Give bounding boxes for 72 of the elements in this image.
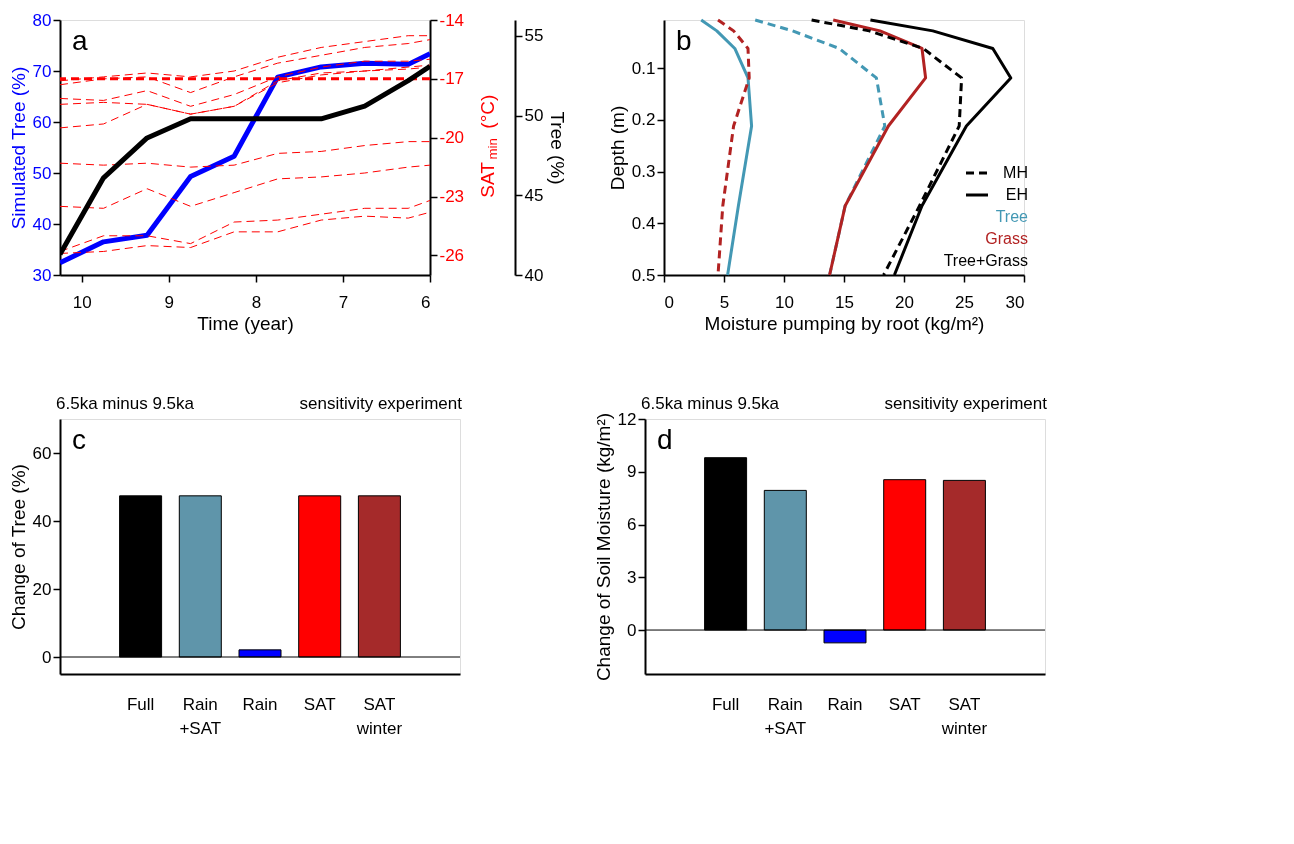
y3-axis-title: Tree (%): [547, 111, 569, 185]
y-axis-title: Depth (m): [606, 105, 628, 191]
y-axis-title: Change of Tree (%): [7, 464, 29, 630]
y2-tick-label: -26: [439, 245, 465, 265]
y-tick-label: 0.3: [631, 162, 656, 182]
y-tick-label: 40: [32, 511, 52, 531]
y-tick-label: 60: [32, 443, 52, 463]
annotation: MH: [1003, 164, 1028, 181]
y-tick-label: 0.5: [631, 265, 656, 285]
y3-tick-label: 45: [524, 185, 544, 205]
y2-tick-label: -17: [439, 69, 465, 89]
y3-tick-label: 50: [524, 106, 544, 126]
x-tick-label: 15: [835, 292, 854, 312]
y-tick-label: 6: [627, 515, 637, 535]
x-tick-label: 25: [955, 292, 974, 312]
y-tick-label: 12: [617, 409, 637, 429]
y-tick-label: 50: [32, 163, 52, 183]
x-tick-label: SAT: [888, 694, 921, 714]
y-tick-label: 0: [627, 620, 637, 640]
x-axis-title: Time (year): [197, 312, 294, 334]
y-tick-label: 70: [32, 61, 52, 81]
x-tick-label: Rain +SAT: [179, 694, 222, 738]
y-tick-label: 0.4: [631, 213, 656, 233]
annotation: Tree+Grass: [943, 252, 1028, 269]
x-tick-label: 8: [251, 292, 262, 312]
y-tick-label: 40: [32, 214, 52, 234]
y-tick-label: 0.1: [631, 58, 656, 78]
annotation: a: [72, 25, 88, 56]
y-tick-label: 9: [627, 462, 637, 482]
y-tick-label: 60: [32, 112, 52, 132]
y-axis-title: Change of Soil Moisture (kg/m²): [592, 412, 614, 682]
x-tick-label: 9: [164, 292, 175, 312]
annotation: c: [72, 424, 86, 455]
x-tick-label: SAT winter: [355, 694, 403, 738]
y-tick-label: 80: [32, 10, 52, 30]
x-tick-label: 6: [421, 292, 431, 312]
y2-axis-title: SATmin (°C): [477, 94, 500, 198]
annotation: d: [657, 424, 673, 455]
chart-subtitle: sensitivity experiment: [884, 394, 1048, 413]
chart-subtitle: sensitivity experiment: [299, 394, 463, 413]
y2-tick-label: -14: [439, 10, 465, 30]
y-tick-label: 3: [627, 567, 637, 587]
x-tick-label: Rain: [827, 694, 863, 714]
x-tick-label: Rain +SAT: [764, 694, 807, 738]
y-tick-label: 0.2: [631, 110, 656, 130]
chart-title: 6.5ka minus 9.5ka: [641, 394, 780, 413]
x-tick-label: Rain: [242, 694, 278, 714]
y-tick-label: 20: [32, 579, 52, 599]
x-axis-title: Moisture pumping by root (kg/m²): [704, 312, 985, 334]
x-tick-label: 10: [72, 292, 92, 312]
annotation: EH: [1005, 186, 1028, 203]
annotation: Tree: [995, 208, 1029, 225]
x-tick-label: Full: [711, 694, 740, 714]
y-tick-label: 0: [42, 647, 52, 667]
x-tick-label: 7: [338, 292, 349, 312]
annotation: Grass: [985, 230, 1028, 247]
y2-tick-label: -20: [439, 128, 465, 148]
y3-tick-label: 40: [524, 265, 544, 285]
x-tick-label: 20: [895, 292, 914, 312]
x-tick-label: SAT: [303, 694, 336, 714]
x-tick-label: 0: [664, 292, 674, 312]
x-tick-label: Full: [126, 694, 155, 714]
x-tick-label: 10: [775, 292, 794, 312]
y-tick-label: 30: [32, 265, 52, 285]
y-axis-title: Simulated Tree (%): [7, 66, 29, 230]
chart-title: 6.5ka minus 9.5ka: [56, 394, 195, 413]
y2-tick-label: -23: [439, 187, 465, 207]
x-tick-label: 5: [719, 292, 730, 312]
x-tick-label: SAT winter: [940, 694, 988, 738]
annotation: b: [676, 25, 692, 56]
y3-tick-label: 55: [524, 26, 544, 46]
x-tick-label: 30: [1005, 292, 1025, 312]
